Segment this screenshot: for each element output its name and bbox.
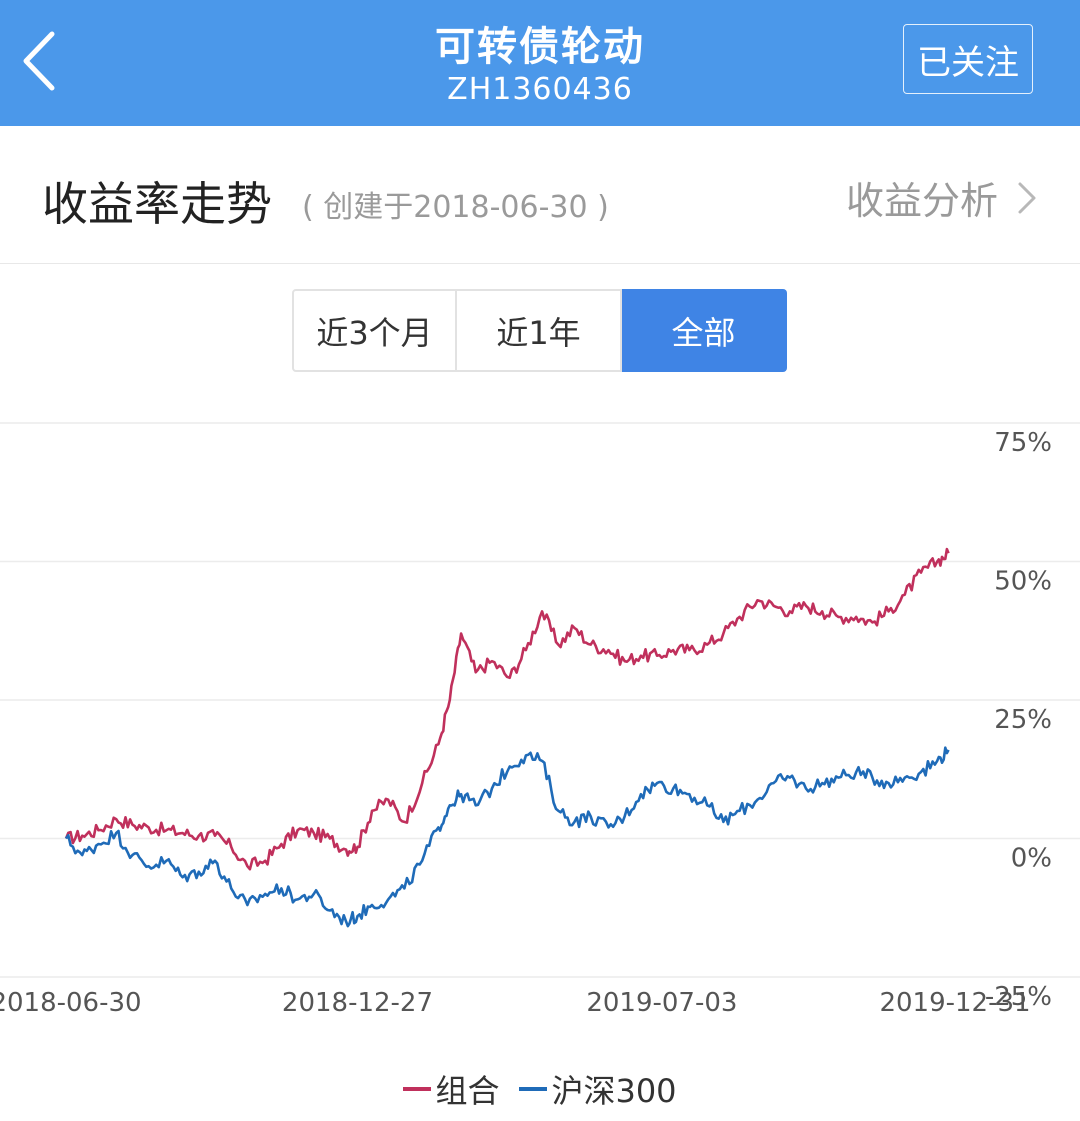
x-tick-label: 2019-07-03 <box>586 988 737 1018</box>
chevron-right-icon[interactable] <box>1012 178 1042 218</box>
return-chart: 75% 50% 25% 0% -25% 2018-06-30 2018-12-27 2019-… <box>0 422 1080 1018</box>
section-header: 收益率走势 ( 创建于2018-06-30 ) 收益分析 <box>0 126 1080 264</box>
app-header: 可转债轮动 ZH1360436 已关注 <box>0 0 1080 126</box>
range-tabs: 近3个月 近1年 全部 <box>292 289 787 372</box>
section-title: 收益率走势 <box>42 177 272 231</box>
legend-benchmark-label: 沪深300 <box>551 1072 677 1110</box>
y-tick-label: -25% <box>985 982 1052 1012</box>
back-button[interactable] <box>14 26 70 96</box>
tab-3-months[interactable]: 近3个月 <box>292 289 457 372</box>
series-line-portfolio <box>64 547 950 871</box>
legend-portfolio: 组合 <box>403 1066 499 1112</box>
y-tick-label: 50% <box>994 567 1052 597</box>
chevron-left-icon <box>23 31 55 91</box>
legend-portfolio-swatch <box>403 1087 432 1091</box>
analysis-link[interactable]: 收益分析 <box>846 179 999 223</box>
y-tick-label: 25% <box>994 705 1052 735</box>
chart-legend: 组合 沪深300 <box>0 1066 1080 1112</box>
y-tick-label: 0% <box>1011 844 1052 874</box>
created-date: ( 创建于2018-06-30 ) <box>302 190 609 225</box>
tab-1-year[interactable]: 近1年 <box>457 289 622 372</box>
follow-button[interactable]: 已关注 <box>903 24 1033 94</box>
legend-benchmark: 沪深300 <box>519 1066 677 1112</box>
tab-all[interactable]: 全部 <box>622 289 787 372</box>
page-title: 可转债轮动 <box>435 24 645 70</box>
x-tick-label: 2018-12-27 <box>282 988 433 1018</box>
series-line-benchmark <box>64 746 950 928</box>
legend-benchmark-swatch <box>519 1087 548 1091</box>
legend-portfolio-label: 组合 <box>435 1072 500 1110</box>
portfolio-code: ZH1360436 <box>447 72 633 107</box>
x-tick-label: 2019-12-31 <box>879 988 1030 1018</box>
y-tick-label: 75% <box>994 428 1052 458</box>
x-tick-label: 2018-06-30 <box>0 988 142 1018</box>
